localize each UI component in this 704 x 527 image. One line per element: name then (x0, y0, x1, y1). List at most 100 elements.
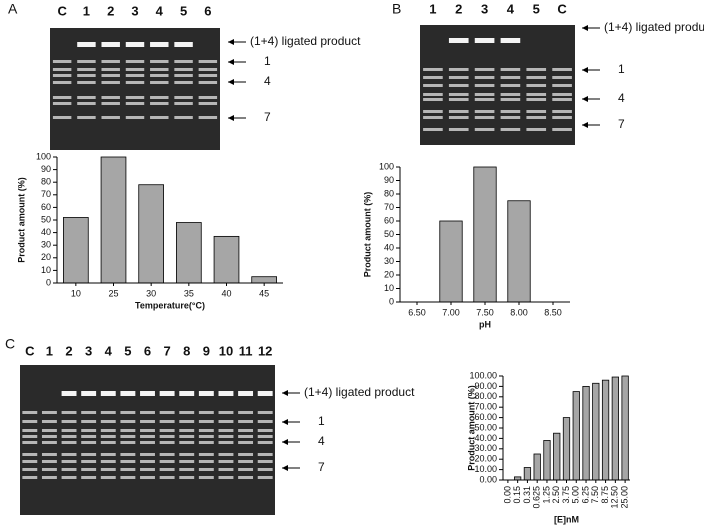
x-tick-label: 8.00 (510, 307, 528, 317)
gel-band (526, 116, 547, 119)
gel-band (238, 460, 254, 463)
gel-band (120, 460, 136, 463)
band-label: 7 (264, 110, 271, 124)
gel-band (61, 460, 77, 463)
gel-band (81, 391, 97, 396)
y-tick-label: 60 (41, 202, 51, 212)
gel-band (552, 98, 572, 101)
gel-band (526, 84, 547, 87)
band-label: 7 (618, 117, 625, 131)
bar (100, 156, 127, 284)
y-tick-label: 10.00 (474, 464, 497, 474)
gel-band (159, 435, 175, 438)
lane-label: 3 (481, 1, 488, 16)
gel-band (179, 453, 195, 456)
arrow-head (228, 59, 234, 65)
x-tick-label: 8.75 (600, 486, 610, 504)
gel-band (100, 435, 116, 438)
gel-band (474, 98, 495, 101)
gel-band (120, 411, 136, 414)
band-label: 4 (264, 74, 271, 88)
gel-band (218, 476, 234, 479)
gel-band (526, 76, 547, 79)
gel-band (100, 420, 116, 423)
gel-band (22, 411, 38, 414)
gel-band (179, 468, 195, 471)
gel-band (61, 453, 77, 456)
gel-band (100, 468, 116, 471)
gel-band (22, 435, 38, 438)
y-tick-label: 10 (41, 265, 51, 275)
gel-band (77, 96, 96, 99)
arrow-head (582, 96, 588, 102)
gel-band (140, 476, 155, 479)
gel-band (500, 76, 521, 79)
gel-band (159, 441, 175, 444)
gel-band (474, 116, 495, 119)
gel-band (238, 411, 254, 414)
gel-band (474, 38, 495, 43)
gel-band (218, 435, 234, 438)
gel-band (198, 81, 218, 84)
gel-band (100, 460, 116, 463)
arrow-head (282, 419, 288, 425)
gel-band (218, 460, 234, 463)
gel-band (218, 411, 234, 414)
gel-band (198, 391, 214, 396)
x-tick-label: 0.625 (532, 486, 542, 509)
gel-band (174, 60, 193, 63)
gel-band (552, 93, 572, 96)
lane-label: C (57, 3, 67, 18)
gel-band (41, 453, 57, 456)
gel-band (77, 74, 96, 77)
gel-band (101, 102, 120, 105)
gel-band (218, 453, 234, 456)
gel-band (120, 420, 136, 423)
gel-band (101, 42, 120, 47)
bar (621, 375, 629, 481)
gel-band (101, 60, 120, 63)
gel-band (179, 476, 195, 479)
gel-band (52, 68, 72, 71)
gel-band (238, 429, 254, 432)
gel-band (77, 81, 96, 84)
gel-band (120, 429, 136, 432)
gel-band (179, 391, 195, 396)
gel-band (77, 60, 96, 63)
arrow-head (582, 67, 588, 73)
x-axis-title: [E]nM (554, 514, 579, 524)
gel-band (500, 84, 521, 87)
gel-band (77, 116, 96, 119)
y-tick-label: 0 (46, 277, 51, 287)
gel-band (218, 441, 234, 444)
x-tick-label: 6.25 (580, 486, 590, 504)
gel-band (100, 476, 116, 479)
gel-band (81, 468, 97, 471)
gel-band (257, 453, 273, 456)
gel-band (140, 441, 155, 444)
y-tick-label: 20 (384, 269, 394, 279)
gel-band (423, 98, 443, 101)
gel-band (101, 96, 120, 99)
gel-band (179, 441, 195, 444)
lane-label: 7 (163, 343, 170, 358)
lane-label: 5 (124, 343, 131, 358)
gel-band (41, 460, 57, 463)
gel-band (500, 38, 521, 43)
gel-band (120, 435, 136, 438)
gel-band (174, 81, 193, 84)
gel-band (238, 435, 254, 438)
gel-band (448, 128, 469, 131)
gel-image (420, 25, 575, 145)
band-label: 4 (618, 91, 625, 105)
y-tick-label: 0.00 (479, 474, 497, 484)
band-label: 7 (318, 460, 325, 474)
gel-band (198, 116, 218, 119)
bar (572, 391, 580, 481)
gel-band (526, 98, 547, 101)
x-tick-label: 10 (71, 288, 81, 298)
band-label: 1 (264, 54, 271, 68)
arrow-head (282, 465, 288, 471)
gel-band (257, 460, 273, 463)
y-tick-label: 100.00 (469, 370, 497, 380)
